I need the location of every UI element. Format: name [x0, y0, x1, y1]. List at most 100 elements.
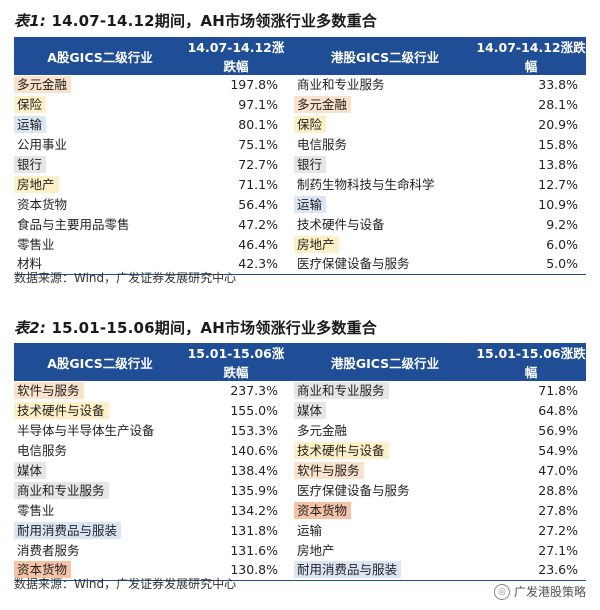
a-industry-cell: 资本货物 [14, 560, 186, 581]
a-change-cell: 97.1% [186, 95, 286, 115]
industry-label: 公用事业 [17, 137, 68, 153]
wechat-icon: ◎ [493, 583, 510, 600]
table2-source: 数据来源：Wind，广发证券发展研究中心 [14, 577, 237, 591]
separator-cell [286, 480, 294, 500]
a-industry-cell: 耐用消费品与服装 [14, 520, 186, 540]
h-industry-cell: 软件与服务 [294, 461, 476, 481]
h-change-cell: 27.2% [476, 520, 586, 540]
change-value: 197.8% [230, 77, 278, 93]
industry-label: 技术硬件与设备 [294, 442, 389, 460]
separator-cell [286, 135, 294, 155]
separator-cell [286, 155, 294, 175]
industry-label: 商业和专业服务 [14, 481, 109, 499]
a-industry-cell: 电信服务 [14, 441, 186, 461]
change-value: 47.2% [238, 216, 278, 232]
industry-label: 多元金融 [294, 96, 352, 114]
table2-title: 表2: 15.01-15.06期间，AH市场领涨行业多数重合 [14, 317, 377, 338]
table-row: 媒体 138.4% 软件与服务 47.0% [14, 461, 586, 481]
industry-label: 半导体与半导体生产设备 [17, 423, 155, 439]
table1-title: 表1: 14.07-14.12期间，AH市场领涨行业多数重合 [14, 10, 377, 31]
change-value: 46.4% [238, 236, 278, 252]
a-change-cell: 46.4% [186, 234, 286, 254]
table2-header-separator [286, 343, 294, 381]
h-industry-cell: 电信服务 [294, 135, 476, 155]
h-industry-cell: 资本货物 [294, 500, 476, 520]
h-industry-cell: 保险 [294, 115, 476, 135]
change-value: 64.8% [538, 403, 578, 419]
a-change-cell: 75.1% [186, 135, 286, 155]
change-value: 237.3% [230, 383, 278, 399]
separator-cell [286, 401, 294, 421]
industry-label: 零售业 [17, 502, 55, 518]
table2-header-h-industry: 港股GICS二级行业 [294, 343, 476, 381]
industry-label: 电信服务 [17, 443, 68, 459]
table1-header-h-industry: 港股GICS二级行业 [294, 37, 476, 75]
a-change-cell: 47.2% [186, 214, 286, 234]
h-change-cell: 54.9% [476, 441, 586, 461]
change-value: 27.8% [538, 502, 578, 518]
table1-title-prefix: 表1: [14, 12, 47, 30]
industry-label: 银行 [14, 156, 47, 173]
change-value: 134.2% [230, 502, 278, 518]
h-change-cell: 28.8% [476, 480, 586, 500]
change-value: 71.8% [538, 383, 578, 399]
a-change-cell: 134.2% [186, 500, 286, 520]
h-change-cell: 33.8% [476, 75, 586, 95]
industry-label: 运输 [294, 195, 327, 213]
separator-cell [286, 194, 294, 214]
separator-cell [286, 95, 294, 115]
separator-cell [286, 540, 294, 560]
change-value: 42.3% [238, 256, 278, 272]
change-value: 23.6% [538, 562, 578, 578]
h-industry-cell: 房地产 [294, 234, 476, 254]
industry-label: 银行 [294, 156, 327, 173]
change-value: 20.9% [538, 117, 578, 133]
h-industry-cell: 医疗保健设备与服务 [294, 254, 476, 275]
table-row: 食品与主要用品零售 47.2% 技术硬件与设备 9.2% [14, 214, 586, 234]
industry-label: 媒体 [14, 462, 47, 479]
separator-cell [286, 421, 294, 441]
table-row: 电信服务 140.6% 技术硬件与设备 54.9% [14, 441, 586, 461]
h-change-cell: 28.1% [476, 95, 586, 115]
h-change-cell: 27.8% [476, 500, 586, 520]
a-change-cell: 56.4% [186, 194, 286, 214]
table2-header-row: A股GICS二级行业 15.01-15.06涨跌幅 港股GICS二级行业 15.… [14, 343, 586, 381]
change-value: 27.2% [538, 522, 578, 538]
table2-header-a-industry: A股GICS二级行业 [14, 343, 186, 381]
a-industry-cell: 保险 [14, 95, 186, 115]
change-value: 28.1% [538, 97, 578, 113]
a-industry-cell: 零售业 [14, 500, 186, 520]
change-value: 10.9% [538, 196, 578, 212]
change-value: 5.0% [546, 256, 578, 272]
h-industry-cell: 媒体 [294, 401, 476, 421]
table-row: 零售业 46.4% 房地产 6.0% [14, 234, 586, 254]
watermark: ◎ 广发港股策略 [493, 583, 586, 600]
h-industry-cell: 房地产 [294, 540, 476, 560]
h-industry-cell: 技术硬件与设备 [294, 214, 476, 234]
industry-label: 食品与主要用品零售 [17, 216, 130, 232]
a-industry-cell: 媒体 [14, 461, 186, 481]
separator-cell [286, 234, 294, 254]
change-value: 75.1% [238, 137, 278, 153]
a-change-cell: 131.8% [186, 520, 286, 540]
industry-label: 消费者服务 [17, 542, 80, 558]
h-change-cell: 15.8% [476, 135, 586, 155]
table-row: 消费者服务 131.6% 房地产 27.1% [14, 540, 586, 560]
change-value: 13.8% [538, 157, 578, 172]
industry-label: 零售业 [17, 236, 55, 252]
table-row: 公用事业 75.1% 电信服务 15.8% [14, 135, 586, 155]
a-industry-cell: 零售业 [14, 234, 186, 254]
industry-label: 医疗保健设备与服务 [297, 482, 410, 498]
industry-label: 技术硬件与设备 [297, 216, 385, 232]
separator-cell [286, 461, 294, 481]
change-value: 56.9% [538, 423, 578, 439]
separator-cell [286, 500, 294, 520]
change-value: 153.3% [230, 423, 278, 439]
h-change-cell: 13.8% [476, 155, 586, 175]
a-change-cell: 42.3% [186, 254, 286, 275]
h-industry-cell: 多元金融 [294, 95, 476, 115]
separator-cell [286, 115, 294, 135]
a-industry-cell: 半导体与半导体生产设备 [14, 421, 186, 441]
industry-label: 技术硬件与设备 [14, 402, 109, 420]
a-industry-cell: 房地产 [14, 174, 186, 194]
